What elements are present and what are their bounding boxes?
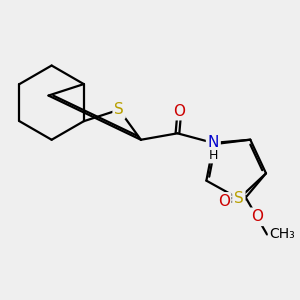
Text: S: S xyxy=(114,102,124,117)
Text: S: S xyxy=(234,191,244,206)
Text: O: O xyxy=(251,209,263,224)
Text: O: O xyxy=(173,103,185,118)
Text: N: N xyxy=(208,135,219,150)
Text: H: H xyxy=(208,149,218,162)
Text: O: O xyxy=(218,194,230,209)
Text: CH₃: CH₃ xyxy=(269,227,295,242)
